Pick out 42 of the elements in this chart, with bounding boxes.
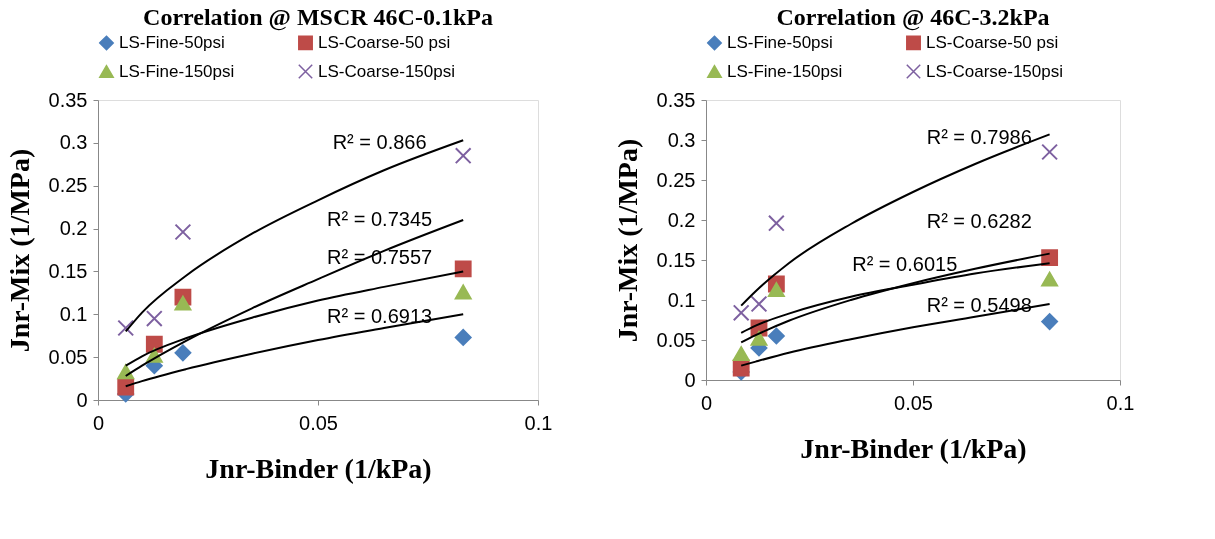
x-tick-label: 0 [92,411,105,434]
y-tick-label: 0.25 [656,168,696,191]
y-tick-label: 0.05 [656,328,696,351]
legend-label: LS-Fine-150psi [727,61,843,81]
legend-label: LS-Coarse-150psi [926,61,1064,81]
annotation: R² = 0.5498 [926,293,1032,316]
annotation: R² = 0.6913 [327,304,433,327]
y-axis-title: Jnr-Mix (1/MPa) [3,148,35,353]
x-tick-label: 0.05 [894,391,933,414]
x-tick-label: 0.1 [524,411,553,434]
y-tick-label: 0.2 [667,208,696,231]
y-tick-label: 0.3 [59,131,88,154]
x-axis-title: Jnr-Binder (1/kPa) [205,452,432,484]
annotation: R² = 0.7345 [327,208,433,230]
y-tick-label: 0.35 [656,88,696,111]
y-tick-label: 0.1 [59,302,88,325]
y-tick-label: 0.1 [667,288,696,311]
legend-label: LS-Fine-50psi [727,32,833,52]
x-tick-label: 0.05 [299,411,338,434]
x-tick-label: 0 [700,391,713,414]
chart-title: Correlation @ MSCR 46C-0.1kPa [143,4,493,31]
annotation: R² = 0.866 [332,130,427,153]
y-axis-title: Jnr-Mix (1/MPa) [611,138,643,343]
y-tick-label: 0.15 [48,259,88,282]
y-tick-label: 0.35 [48,88,88,111]
chart-title: Correlation @ 46C-3.2kPa [776,4,1050,31]
legend-label: LS-Coarse-50 psi [318,32,451,52]
y-tick-label: 0.05 [48,345,88,368]
annotation: R² = 0.6015 [852,253,958,276]
legend-label: LS-Coarse-50 psi [926,32,1059,52]
y-tick-label: 0.2 [59,217,88,240]
y-tick-label: 0.15 [656,248,696,271]
y-tick-label: 0.3 [667,128,696,151]
legend-label: LS-Coarse-150psi [318,61,456,81]
x-tick-label: 0.1 [1106,391,1135,414]
annotation: R² = 0.6282 [926,210,1032,233]
y-tick-label: 0.25 [48,174,88,197]
y-tick-label: 0 [684,368,696,391]
x-axis-title: Jnr-Binder (1/kPa) [800,432,1027,464]
legend-label: LS-Fine-150psi [119,61,235,81]
annotation: R² = 0.7986 [926,126,1032,149]
legend-label: LS-Fine-50psi [119,32,225,52]
